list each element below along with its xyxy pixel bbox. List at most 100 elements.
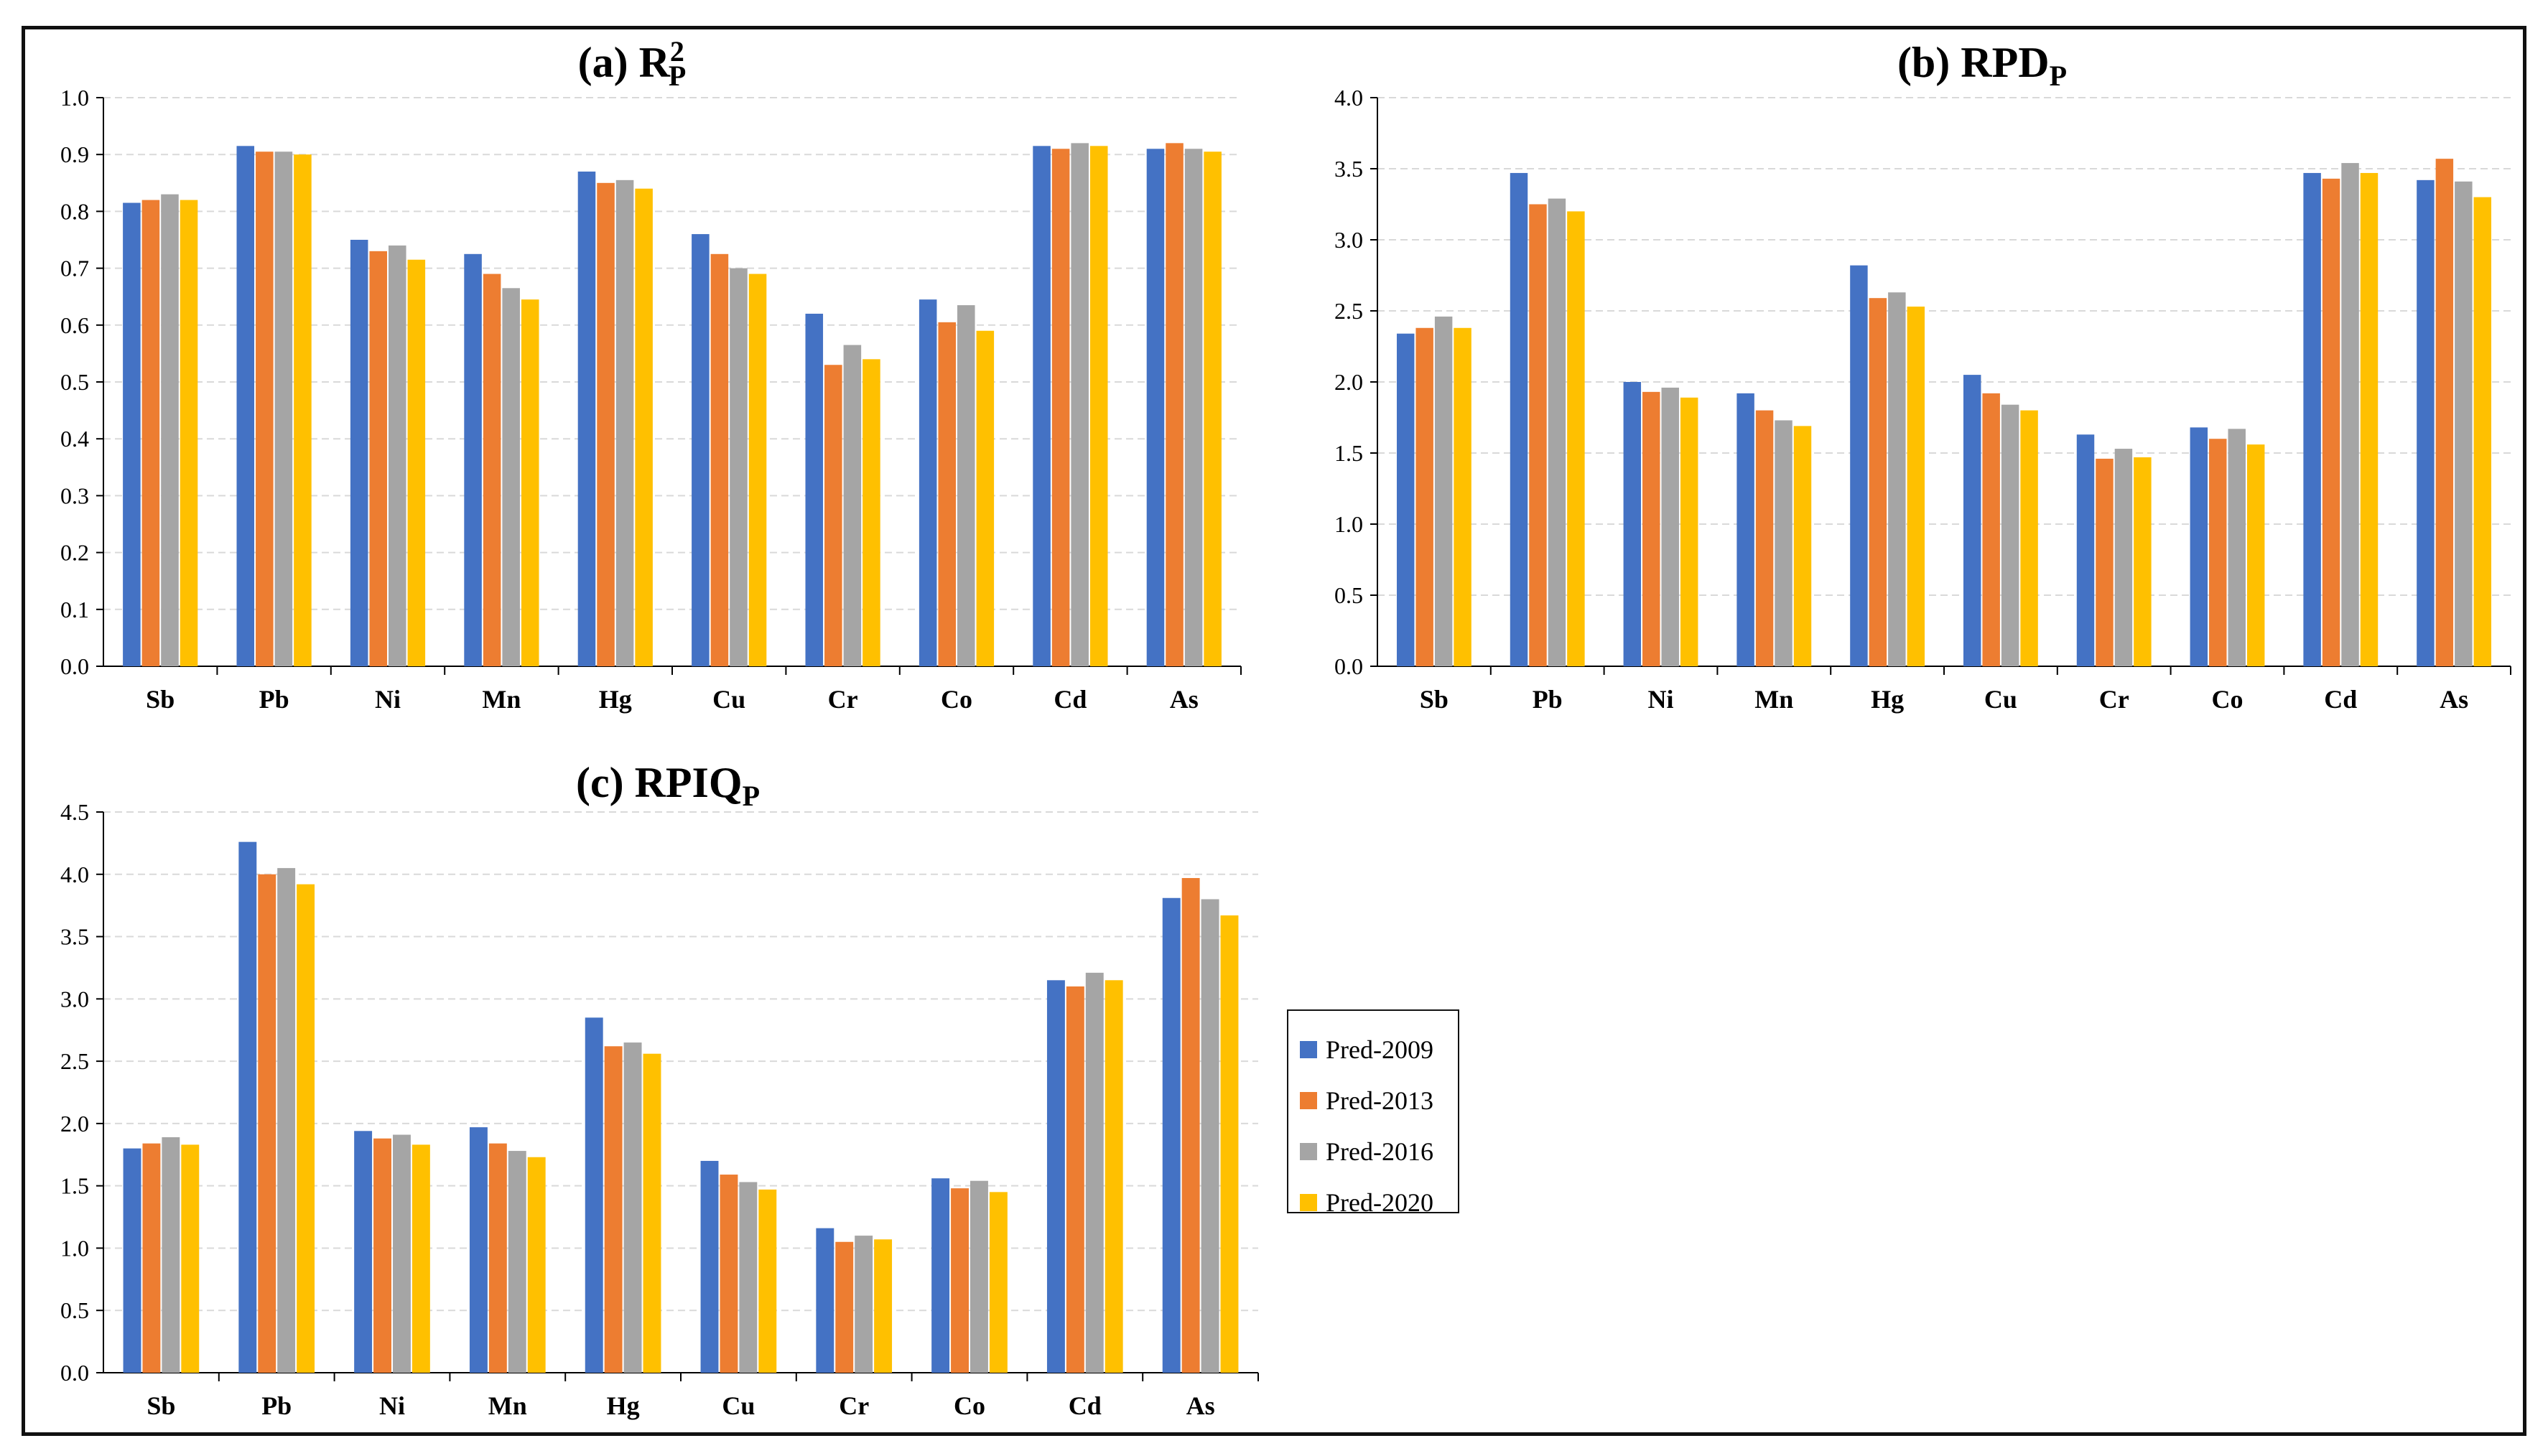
y-tick-label: 3.5: [60, 924, 89, 950]
bar-pred-2009-cr: [816, 1228, 834, 1373]
y-tick-label: 0.2: [60, 540, 89, 566]
bar-pred-2020-cd: [2360, 172, 2379, 666]
bar-pred-2009-cu: [1963, 375, 1981, 666]
bar-pred-2013-co: [951, 1188, 969, 1373]
y-tick-label: 0.0: [60, 1360, 89, 1386]
x-tick-label: Pb: [1533, 685, 1563, 714]
x-tick-label: Sb: [1420, 685, 1449, 714]
x-tick-label: Cu: [712, 685, 745, 714]
y-tick-label: 2.0: [1334, 369, 1363, 395]
bar-pred-2013-pb: [258, 874, 276, 1373]
bar-pred-2016-mn: [502, 288, 520, 666]
y-tick-label: 0.1: [60, 597, 89, 622]
bar-pred-2009-pb: [238, 841, 257, 1373]
bar-pred-2013-cd: [1066, 986, 1084, 1373]
bar-pred-2016-pb: [274, 151, 293, 667]
bar-pred-2020-cu: [758, 1189, 777, 1373]
y-tick-label: 0.8: [60, 198, 89, 224]
bar-pred-2009-cd: [2303, 172, 2321, 666]
x-tick-label: Sb: [146, 685, 175, 714]
bar-pred-2016-sb: [1434, 316, 1453, 666]
bar-pred-2020-mn: [527, 1157, 546, 1373]
x-tick-label: Cu: [722, 1391, 755, 1420]
bar-pred-2013-as: [2435, 159, 2454, 666]
bar-pred-2013-mn: [1755, 410, 1774, 666]
bar-pred-2009-mn: [464, 253, 482, 666]
bar-pred-2013-cr: [824, 365, 842, 666]
bar-pred-2013-cd: [2322, 178, 2340, 667]
bar-pred-2016-cr: [843, 345, 862, 666]
legend-swatch-2009: [1300, 1040, 1317, 1058]
x-tick-label: Cr: [2099, 685, 2129, 714]
bar-pred-2009-sb: [1396, 333, 1415, 666]
y-tick-label: 0.5: [60, 1297, 89, 1323]
y-tick-label: 1.0: [60, 85, 89, 111]
legend-item: Pred-2020: [1300, 1177, 1458, 1228]
x-tick-label: Cr: [828, 685, 858, 714]
bar-pred-2009-sb: [123, 1148, 141, 1373]
y-tick-label: 0.0: [60, 653, 89, 679]
bar-pred-2020-ni: [407, 259, 426, 667]
bar-pred-2016-ni: [389, 245, 406, 666]
bar-pred-2009-hg: [585, 1017, 603, 1373]
bar-pred-2009-ni: [350, 240, 368, 666]
bar-pred-2013-pb: [1529, 204, 1547, 666]
chart-title: (a) R2 P: [578, 35, 687, 92]
bar-pred-2009-cr: [2076, 434, 2095, 666]
bar-pred-2013-hg: [604, 1046, 623, 1373]
bar-pred-2013-mn: [483, 274, 501, 666]
bar-pred-2020-hg: [635, 188, 653, 667]
chart-rpdp: (b) RPDP 0.0 0.5 1.0 1.5 2.0 2.5 3.0 3.5 4.0 Sb Pb N…: [1334, 39, 2511, 714]
bar-pred-2013-ni: [1642, 391, 1660, 666]
bar-pred-2020-cu: [748, 274, 767, 666]
bar-pred-2013-sb: [1415, 327, 1433, 666]
x-tick-label: As: [1170, 685, 1199, 714]
bar-pred-2020-co: [989, 1192, 1008, 1373]
chart-title: (b) RPDP: [1897, 39, 2067, 92]
y-tick-label: 0.6: [60, 312, 89, 338]
bar-pred-2016-sb: [162, 1137, 180, 1373]
legend-label: Pred-2020: [1326, 1187, 1433, 1217]
bar-pred-2009-as: [2417, 179, 2435, 667]
bar-pred-2016-mn: [508, 1151, 526, 1373]
chart-rpiqp: (c) RPIQP 0.0 0.5 1.0 1.5 2.0 2.5 3.0 3.5 4.0 4.5 S…: [60, 759, 1259, 1420]
bar-pred-2009-cd: [1033, 146, 1051, 666]
x-tick-label: Cd: [1054, 685, 1087, 714]
y-tick-label: 4.0: [1334, 85, 1363, 111]
bar-pred-2020-cd: [1089, 146, 1108, 666]
x-tick-label: Cu: [1984, 685, 2017, 714]
bar-pred-2020-sb: [1454, 327, 1471, 666]
x-tick-label: Mn: [488, 1391, 527, 1420]
bar-pred-2020-pb: [297, 884, 315, 1373]
x-tick-label: Sb: [147, 1391, 175, 1420]
x-tick-label: Hg: [607, 1391, 640, 1420]
legend-label: Pred-2009: [1326, 1035, 1433, 1064]
y-tick-label: 3.5: [1334, 156, 1363, 182]
bar-pred-2013-co: [938, 322, 956, 666]
bar-pred-2009-cd: [1046, 980, 1065, 1373]
bar-pred-2016-cr: [2114, 449, 2133, 666]
bar-pred-2009-sb: [123, 202, 141, 666]
y-tick-label: 0.3: [60, 482, 89, 508]
bar-pred-2020-pb: [1567, 211, 1585, 666]
bar-pred-2016-cu: [739, 1182, 758, 1373]
bar-pred-2009-cr: [805, 313, 824, 666]
chart-r2p: (a) R2 P 0.0 0.1 0.2 0.3 0.4 0.5 0.6 0.7 0.8 0.9 1.0…: [60, 35, 1242, 714]
bar-pred-2020-sb: [180, 200, 198, 666]
legend-label: Pred-2013: [1326, 1086, 1433, 1115]
bar-pred-2016-pb: [1548, 198, 1566, 667]
bar-pred-2013-cu: [1982, 393, 2000, 666]
bar-pred-2013-cr: [2096, 458, 2114, 666]
bar-pred-2020-hg: [643, 1053, 661, 1373]
y-tick-label: 3.0: [60, 986, 89, 1012]
bar-pred-2013-ni: [369, 251, 387, 667]
figure-frame: [22, 26, 2526, 1436]
bar-pred-2020-cu: [2020, 410, 2038, 666]
bar-pred-2020-ni: [1680, 397, 1698, 666]
x-tick-label: Co: [2212, 685, 2244, 714]
bar-pred-2016-pb: [277, 868, 296, 1373]
bar-pred-2016-hg: [615, 179, 634, 667]
bar-pred-2016-ni: [1661, 387, 1679, 666]
legend-item: Pred-2016: [1300, 1126, 1458, 1177]
bar-pred-2009-co: [931, 1178, 950, 1373]
